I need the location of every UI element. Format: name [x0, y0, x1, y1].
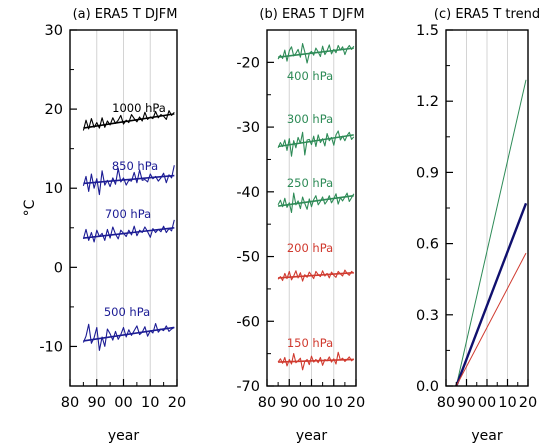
trend-line: [83, 174, 175, 185]
y-tick-label: -70: [236, 379, 260, 395]
series-label: 400 hPa: [287, 69, 333, 83]
trend-line: [278, 194, 354, 207]
y-tick-label: 0.9: [416, 165, 439, 181]
series-line: [82, 322, 175, 351]
y-tick-label: 1.2: [416, 94, 439, 110]
series-line: [455, 202, 528, 387]
x-tick-label: 80: [61, 395, 79, 411]
y-tick-label: -30: [236, 120, 260, 136]
y-tick-label: 30: [45, 23, 63, 39]
x-axis-label: year: [471, 428, 502, 444]
y-tick-label: 0: [54, 260, 63, 276]
trend-line: [278, 47, 354, 58]
x-tick-label: 90: [280, 395, 298, 411]
series-line: [277, 130, 355, 157]
y-tick-label: -40: [236, 185, 260, 201]
series-line: [455, 79, 527, 387]
y-tick-label: -20: [236, 55, 260, 71]
series-label: 500 hPa: [104, 305, 150, 319]
series-label: 1000 hPa: [112, 101, 166, 115]
x-tick-label: 20: [168, 395, 186, 411]
trend-line: [83, 113, 175, 129]
panel-2: 400 hPa 300 hPa 250 hPa 200 hPa 150 hPa -70 -6…: [236, 7, 365, 444]
x-tick-label: 10: [325, 395, 343, 411]
panel-3: 0.0 0.3 0.6 0.9 1.2 1.5 80 90 00 10 20 (c) ERA5 T t…: [416, 7, 540, 444]
panel-title: (c) ERA5 T trend: [434, 7, 540, 22]
y-axis-label: °C: [22, 199, 38, 216]
x-axis-label: year: [108, 428, 139, 444]
series-label: 850 hPa: [112, 159, 158, 173]
panel-title: (b) ERA5 T DJFM: [259, 7, 364, 22]
x-tick-label: 00: [114, 395, 132, 411]
x-tick-label: 90: [88, 395, 106, 411]
y-tick-label: 0.6: [416, 237, 439, 253]
series-label: 700 hPa: [105, 207, 151, 221]
y-tick-label: 10: [45, 181, 63, 197]
x-tick-label: 00: [478, 395, 496, 411]
trend-line: [83, 326, 175, 342]
series-label: 150 hPa: [287, 336, 333, 350]
x-tick-label: 10: [141, 395, 159, 411]
x-axis-label: year: [296, 428, 327, 444]
y-tick-label: -10: [39, 339, 63, 355]
trend-line: [278, 134, 354, 148]
x-tick-label: 80: [258, 395, 276, 411]
y-tick-label: 20: [45, 102, 63, 118]
x-tick-label: 80: [437, 395, 455, 411]
y-tick-label: -50: [236, 250, 260, 266]
x-tick-label: 20: [519, 395, 537, 411]
series-label: 200 hPa: [287, 241, 333, 255]
x-tick-label: 00: [302, 395, 320, 411]
trend-line: [278, 271, 354, 279]
y-tick-label: 0.3: [416, 308, 439, 324]
series-label: 300 hPa: [287, 112, 333, 126]
y-tick-label: -60: [236, 314, 260, 330]
panel-1: 1000 hPa 850 hPa 700 hPa 500 hPa -10 0 10 20 30 8…: [22, 7, 186, 444]
y-tick-label: 1.5: [416, 23, 439, 39]
series-label: 250 hPa: [287, 176, 333, 190]
trend-line: [278, 358, 354, 363]
x-tick-label: 20: [347, 395, 365, 411]
panel-title: (a) ERA5 T DJFM: [73, 7, 178, 22]
series-line: [277, 192, 355, 214]
x-tick-label: 10: [498, 395, 516, 411]
y-tick-label: 0.0: [416, 379, 439, 395]
trend-line: [83, 226, 175, 239]
x-tick-label: 90: [457, 395, 475, 411]
series-line: [455, 252, 527, 387]
